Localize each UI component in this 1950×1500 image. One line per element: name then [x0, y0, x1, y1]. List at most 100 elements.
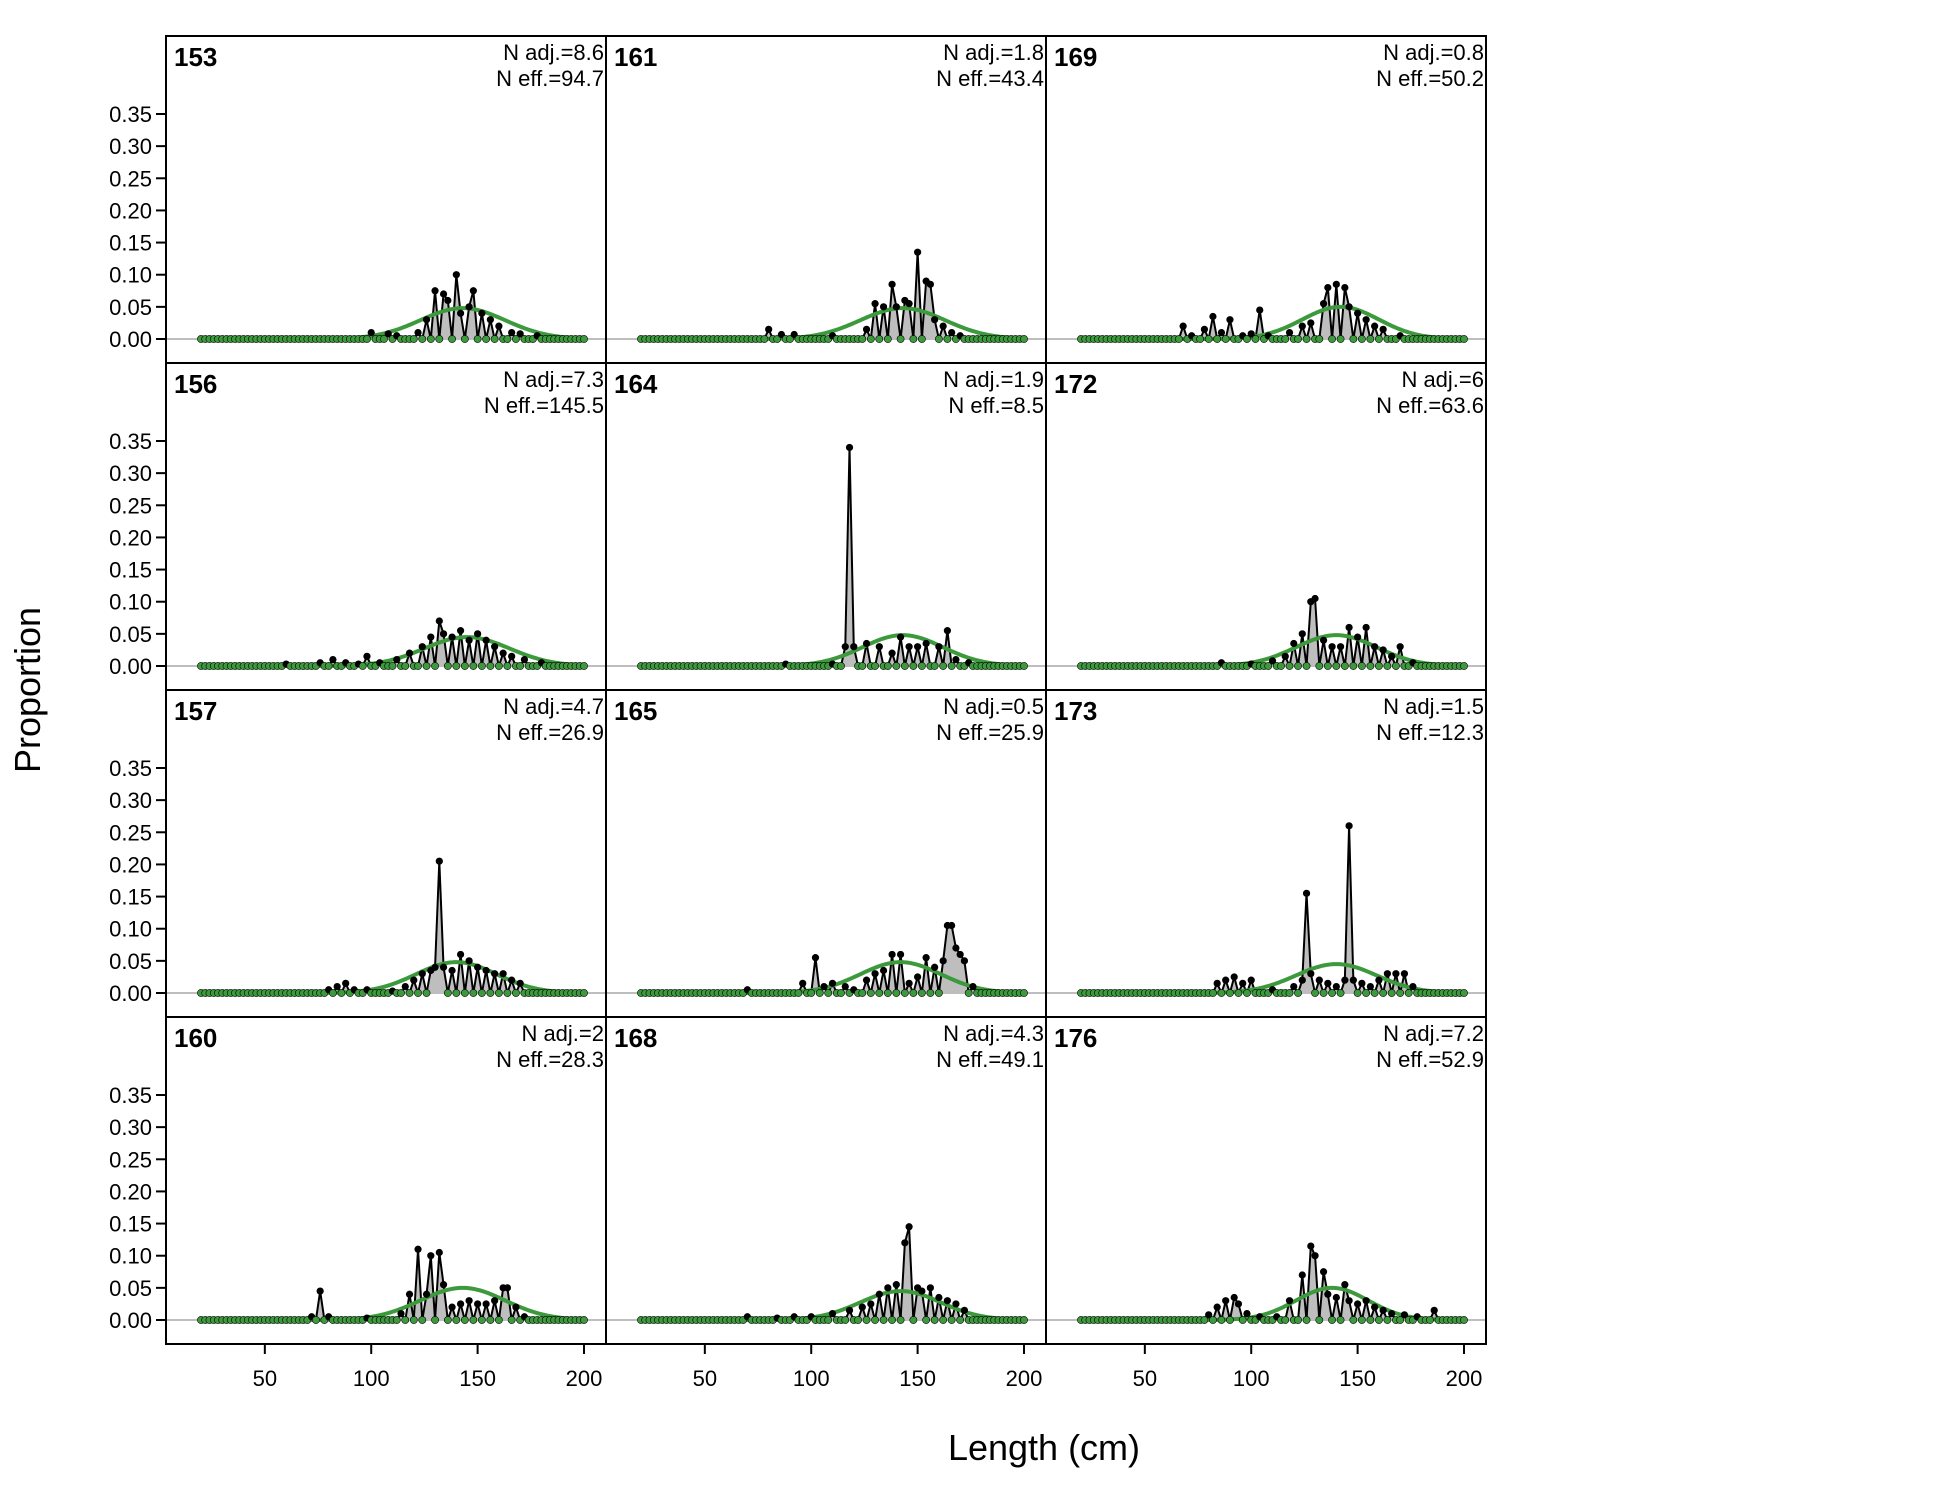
- data-point: [930, 1316, 939, 1324]
- data-point: [1226, 1316, 1234, 1324]
- data-point: [495, 322, 503, 330]
- data-point: [952, 655, 960, 664]
- data-point: [1294, 1316, 1302, 1324]
- expected-line: [1081, 304, 1465, 341]
- n-adj-label: N adj.=0.5: [943, 694, 1044, 719]
- data-point: [931, 316, 939, 324]
- data-point: [1226, 989, 1234, 997]
- data-point: [1383, 662, 1392, 670]
- data-point: [1307, 970, 1315, 978]
- data-point: [1285, 328, 1294, 337]
- data-point: [1217, 328, 1226, 337]
- data-point: [401, 982, 409, 991]
- panel-169: 169 N adj.=0.8N eff.=50.2: [1045, 35, 1487, 364]
- data-point: [969, 982, 977, 991]
- data-point: [926, 1284, 934, 1292]
- data-point: [828, 1309, 837, 1318]
- data-point: [1298, 630, 1306, 638]
- x-tick-label: 50: [253, 1366, 277, 1391]
- data-point: [1374, 335, 1383, 343]
- y-tick-label: 0.10: [109, 1244, 152, 1269]
- data-point: [892, 1281, 900, 1289]
- panel-161: 161 N adj.=1.8N eff.=43.4: [605, 35, 1047, 364]
- data-point: [888, 1316, 896, 1324]
- data-point: [1311, 594, 1319, 603]
- data-point: [1388, 652, 1396, 660]
- y-tick-label: 0.20: [109, 525, 152, 550]
- data-point: [1315, 662, 1324, 670]
- data-point: [922, 639, 930, 648]
- data-point: [866, 989, 875, 997]
- data-point: [1290, 639, 1298, 648]
- data-point: [1205, 1311, 1213, 1319]
- data-point: [947, 662, 956, 670]
- data-point: [947, 1316, 956, 1324]
- n-eff-label: N eff.=8.5: [948, 393, 1044, 418]
- data-point: [1302, 335, 1311, 343]
- data-point: [409, 1316, 418, 1324]
- data-point: [1222, 1297, 1230, 1305]
- data-point: [469, 662, 478, 670]
- n-adj-label: N adj.=0.8: [1383, 40, 1484, 65]
- data-point: [905, 1223, 913, 1231]
- data-point: [1387, 989, 1396, 997]
- data-point: [1315, 1316, 1324, 1324]
- n-eff-label: N eff.=63.6: [1376, 393, 1484, 418]
- panel-173: 173 N adj.=1.5N eff.=12.3: [1045, 689, 1487, 1018]
- data-point: [439, 290, 448, 298]
- data-point: [1290, 982, 1298, 991]
- data-point: [1217, 989, 1226, 997]
- n-adj-label: N adj.=1.9: [943, 367, 1044, 392]
- data-point: [363, 335, 371, 343]
- data-point: [1251, 335, 1260, 343]
- data-point: [439, 630, 448, 638]
- data-point: [405, 989, 414, 997]
- panel-168: 168 N adj.=4.3N eff.=49.1: [605, 1016, 1047, 1345]
- data-point: [1388, 1309, 1396, 1318]
- data-point: [892, 989, 901, 997]
- panel-172: 172 N adj.=6N eff.=63.6: [1045, 362, 1487, 691]
- data-point: [820, 982, 828, 991]
- data-point: [465, 636, 473, 644]
- data-point: [875, 1290, 883, 1298]
- data-point: [482, 335, 491, 343]
- data-point: [512, 335, 520, 343]
- y-tick-label: 0.25: [109, 1147, 152, 1172]
- x-tick-label: 150: [1339, 1366, 1376, 1391]
- data-point: [460, 662, 469, 670]
- data-point: [337, 989, 346, 997]
- data-point: [1285, 1297, 1294, 1305]
- data-point: [1323, 662, 1332, 670]
- y-tick-label: 0.30: [109, 461, 152, 486]
- data-point: [414, 328, 422, 337]
- y-axis-title: Proportion: [7, 607, 48, 773]
- data-point: [435, 1248, 443, 1257]
- y-tick-label: 0.15: [109, 1212, 152, 1237]
- y-tick-label: 0.15: [109, 231, 152, 256]
- y-tick-label: 0.05: [109, 949, 152, 974]
- data-point: [1298, 322, 1306, 330]
- data-point: [875, 335, 884, 343]
- data-point: [1302, 889, 1311, 897]
- n-adj-label: N adj.=8.6: [503, 40, 604, 65]
- data-point: [516, 979, 524, 987]
- panel-label: 156: [174, 369, 217, 399]
- data-point: [1349, 1316, 1358, 1324]
- data-point: [1430, 1306, 1438, 1314]
- data-point: [452, 662, 461, 670]
- data-point: [414, 1245, 422, 1253]
- y-tick-label: 0.10: [109, 917, 152, 942]
- x-tick-label: 100: [793, 1366, 830, 1391]
- data-point: [503, 1284, 511, 1292]
- data-point: [405, 1290, 414, 1298]
- expected-line: [201, 306, 585, 341]
- observed-line: [641, 1226, 1024, 1324]
- y-tick-label: 0.35: [109, 756, 152, 781]
- data-point: [1217, 1316, 1226, 1324]
- x-axis-title: Length (cm): [948, 1427, 1140, 1468]
- data-point: [1336, 1316, 1345, 1324]
- data-point: [1400, 970, 1409, 978]
- data-point: [507, 1316, 516, 1324]
- data-point: [909, 1316, 918, 1324]
- data-point: [431, 287, 439, 295]
